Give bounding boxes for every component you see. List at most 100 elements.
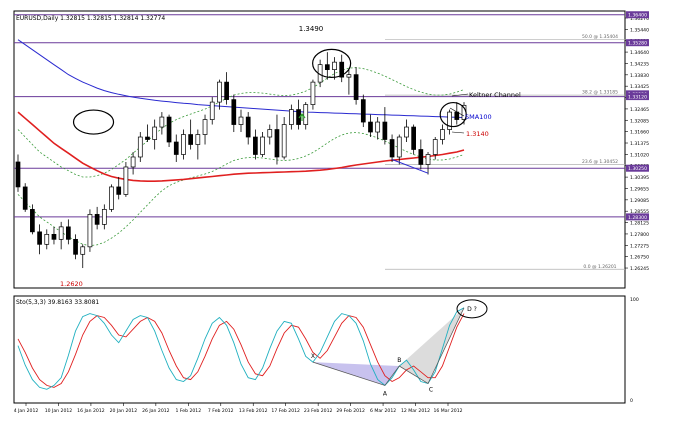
keltner-channel <box>17 67 465 247</box>
price-tick-label: 1.26245 <box>630 266 649 272</box>
bear-candle <box>116 186 122 195</box>
price-tag-label: 1.36400 <box>628 13 647 19</box>
date-tick-label: 12 Mar 2012 <box>401 408 430 414</box>
bear-candle <box>296 109 301 125</box>
stochastic-k-line <box>17 307 465 390</box>
bear-candle <box>231 99 237 125</box>
bull-candle <box>310 81 316 105</box>
price-tick-label: 1.36270 <box>630 16 649 22</box>
bull-candle <box>432 139 438 155</box>
pattern-point-label: D ? <box>467 306 477 313</box>
bull-candle <box>137 136 143 158</box>
date-tick-label: 10 Jan 2012 <box>45 408 73 414</box>
chart-header: EURUSD,Daily 1.32815 1.32815 1.32814 1.3… <box>16 15 165 22</box>
bear-candle <box>224 81 229 100</box>
top-right-highlight-ellipse <box>439 101 467 128</box>
bear-candle <box>15 161 21 188</box>
price-axis: 1.362701.354401.350251.346401.342351.338… <box>625 11 649 272</box>
date-tick-label: 26 Jan 2012 <box>142 408 170 414</box>
date-tick-label: 6 Mar 2012 <box>370 408 396 414</box>
bull-candle <box>425 154 431 165</box>
price-tick-label: 1.26750 <box>630 255 649 261</box>
price-tag <box>626 93 649 101</box>
bear-candle <box>73 238 78 255</box>
bear-candle <box>245 116 251 138</box>
bull-candle <box>123 166 129 195</box>
stochastic-lines <box>17 307 465 390</box>
stochastic-header: Sto(5,3,3) 39.8163 33.8081 <box>16 299 99 306</box>
bear-candle <box>188 134 193 145</box>
trendline <box>391 159 429 174</box>
date-tick-label: 16 Mar 2012 <box>433 408 462 414</box>
date-tick-label: 7 Feb 2012 <box>208 408 234 414</box>
bull-candle <box>101 209 107 225</box>
bull-candle <box>346 74 352 78</box>
bear-candle <box>66 226 71 240</box>
top-middle-highlight-ellipse <box>312 48 352 79</box>
annotation-label: 1.2620 <box>60 280 83 288</box>
price-tick-label: 1.32465 <box>630 107 649 113</box>
horizontal-levels <box>14 14 625 218</box>
bull-candle <box>159 116 165 128</box>
bear-candle <box>411 126 416 150</box>
bull-candle <box>58 226 64 240</box>
price-tag <box>626 213 649 221</box>
price-tag-label: 1.28300 <box>628 215 647 221</box>
bear-candle <box>51 233 57 240</box>
price-tick-label: 1.33425 <box>630 84 649 90</box>
keltner-upper-line <box>17 67 465 178</box>
date-tick-label: 20 Jan 2012 <box>110 408 138 414</box>
sma100-line <box>17 39 465 119</box>
date-tick-label: 23 Feb 2012 <box>304 408 333 414</box>
bear-candle <box>353 74 359 100</box>
price-tick-label: 1.28125 <box>630 221 649 227</box>
price-tick-label: 1.30395 <box>630 175 649 181</box>
bull-candle <box>404 126 409 138</box>
bear-candle <box>274 129 280 158</box>
bear-candle <box>30 209 35 233</box>
bull-candle <box>87 214 93 248</box>
bull-candle <box>195 134 201 145</box>
bull-candle <box>152 126 158 140</box>
fib-label: 50.0 @ 1.35404 <box>582 34 618 40</box>
harmonic-pattern-line <box>312 307 465 386</box>
bear-candle <box>339 61 345 78</box>
d-point-ellipse <box>456 299 488 319</box>
pattern-point-label: B <box>397 357 401 364</box>
price-tick-label: 1.35440 <box>630 27 649 33</box>
annotation-label: SMA100 <box>465 113 492 121</box>
bull-candle <box>109 186 114 210</box>
price-tag-label: 1.33120 <box>628 95 647 101</box>
date-tick-label: 13 Feb 2012 <box>239 408 268 414</box>
bull-candle <box>217 81 222 103</box>
bear-candle <box>166 116 172 143</box>
stochastic-d-line <box>17 313 465 388</box>
top-left-highlight-ellipse <box>72 109 115 135</box>
ema-line <box>17 111 465 182</box>
price-tick-label: 1.27800 <box>630 232 649 238</box>
date-tick-label: 29 Feb 2012 <box>336 408 365 414</box>
bull-candle <box>396 136 402 158</box>
bull-candle <box>238 116 244 125</box>
annotation-label: 1.3490 <box>299 25 324 33</box>
price-tick-label: 1.29085 <box>630 198 649 204</box>
bear-candle <box>145 136 150 140</box>
price-tick-label: 1.34640 <box>630 50 649 56</box>
price-tick-label: 1.29655 <box>630 186 649 192</box>
price-tick-label: 1.27275 <box>630 243 649 249</box>
bull-candle <box>303 104 309 125</box>
price-tag-label: 1.30250 <box>628 166 647 172</box>
bull-candle <box>260 136 265 155</box>
price-tick-label: 1.31020 <box>630 152 649 158</box>
bull-candle <box>267 129 273 138</box>
bull-candle <box>130 156 136 168</box>
pattern-point-label: X <box>311 353 315 360</box>
bear-candle <box>454 111 460 120</box>
price-tag <box>626 11 649 19</box>
annotations: 1.3490 Keltner Channel SMA100 1.3140 1.2620 <box>60 25 521 288</box>
bull-candle <box>281 124 287 158</box>
bear-candle <box>37 231 42 245</box>
bull-candle <box>44 233 50 245</box>
bull-candle <box>289 109 294 125</box>
